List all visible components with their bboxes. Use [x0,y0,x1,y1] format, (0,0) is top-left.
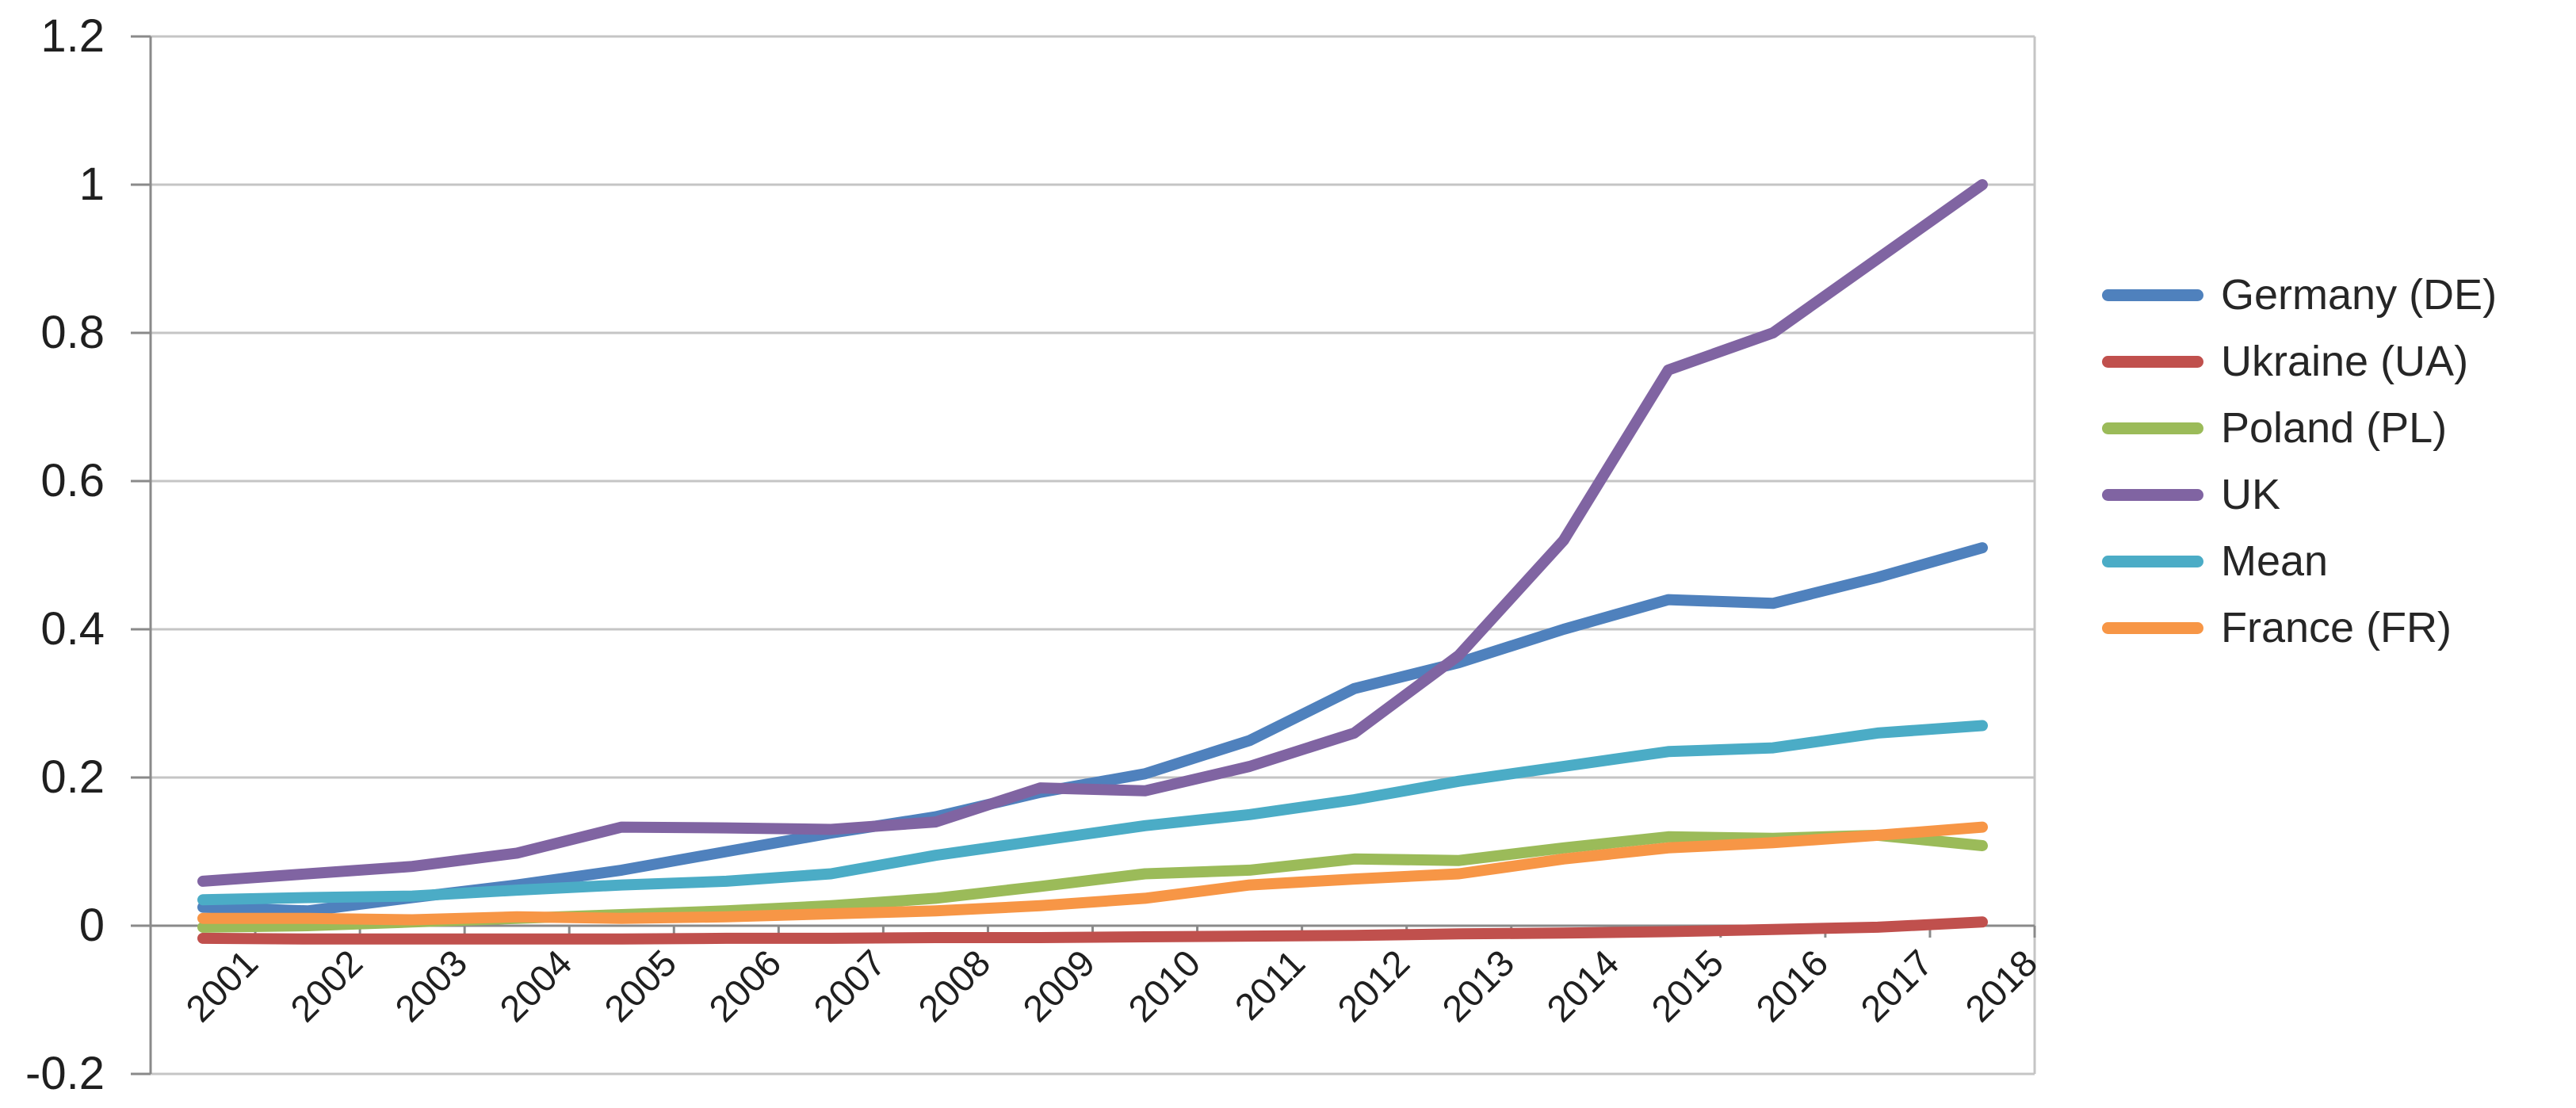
legend-item-uk: UK [2102,461,2497,528]
legend-label: Poland (PL) [2221,404,2448,452]
legend-item-france-fr: France (FR) [2102,594,2497,661]
legend-label: Germany (DE) [2221,271,2498,319]
legend-line-icon [2102,355,2203,368]
legend-label: France (FR) [2221,604,2452,651]
legend-line-icon [2102,621,2203,634]
legend-item-ukraine-ua: Ukraine (UA) [2102,328,2497,395]
series-line-france-fr [197,821,1988,926]
y-axis-label: 1 [78,159,105,210]
legend-item-germany-de: Germany (DE) [2102,262,2497,328]
legend-item-mean: Mean [2102,528,2497,594]
y-axis-label: 0.6 [40,455,105,506]
series-line-ukraine-ua [197,916,1988,945]
legend-item-poland-pl: Poland (PL) [2102,395,2497,461]
y-axis-label: -0.2 [25,1048,105,1099]
legend-line-icon [2102,422,2203,434]
y-axis-label: 0.8 [40,307,105,358]
legend-line-icon [2102,555,2203,567]
legend-label: UK [2221,471,2281,518]
legend-label: Mean [2221,537,2329,585]
y-axis-label: 0.2 [40,751,105,803]
series-line-uk [197,179,1988,887]
legend-line-icon [2102,488,2203,501]
legend-line-icon [2102,288,2203,301]
series-line-mean [197,720,1988,906]
y-axis-label: 0 [78,900,105,951]
legend-label: Ukraine (UA) [2221,338,2469,385]
y-axis-label: 1.2 [40,10,105,62]
y-axis-label: 0.4 [40,603,105,655]
legend: Germany (DE) Ukraine (UA) Poland (PL) UK Mea… [2102,262,2497,661]
